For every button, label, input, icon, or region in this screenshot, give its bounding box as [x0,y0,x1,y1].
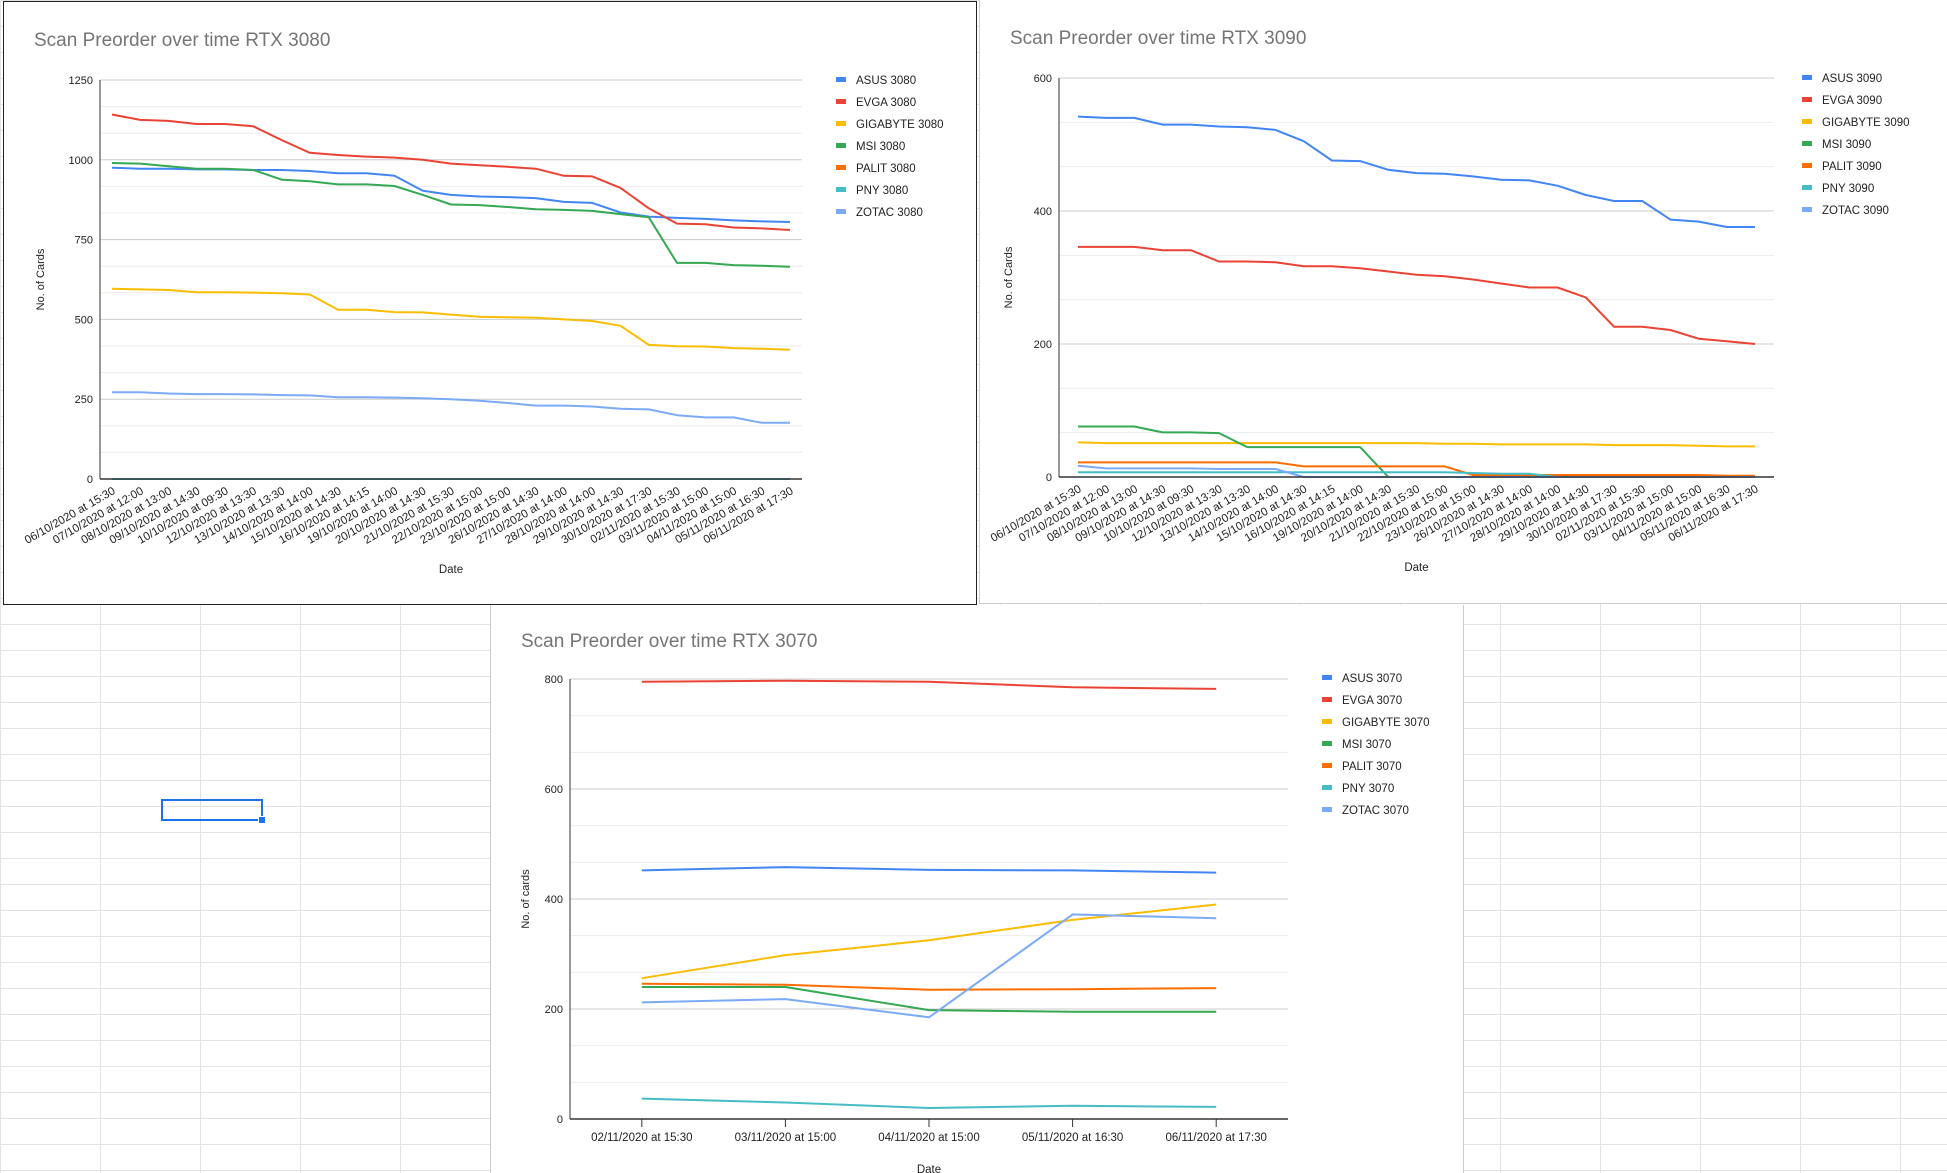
y-axis-title: No. of Cards [1003,246,1015,308]
legend-swatch [836,143,846,148]
legend-swatch [1322,807,1332,812]
y-tick-label: 200 [545,1004,563,1016]
series-line-gigabyte-3090 [1077,441,1755,448]
series-line-zotac-3070 [641,913,1217,1019]
y-tick-label: 1000 [69,155,93,167]
x-axis-title: Date [1404,562,1428,574]
legend-label: ASUS 3080 [856,75,916,87]
legend-label: PALIT 3080 [856,163,916,175]
legend-swatch [836,165,846,170]
legend-label: ZOTAC 3090 [1822,205,1889,217]
legend-label: GIGABYTE 3080 [856,119,944,131]
series-line-palit-3070 [641,982,1217,991]
y-tick-label: 0 [557,1114,563,1126]
legend-swatch [1322,763,1332,768]
legend-swatch [836,77,846,82]
series-line-palit-3090 [1078,461,1755,477]
chart-title: Scan Preorder over time RTX 3090 [1010,28,1307,49]
chart-title: Scan Preorder over time RTX 3080 [34,30,331,51]
legend-label: MSI 3080 [856,141,905,153]
y-tick-label: 0 [87,474,93,486]
legend-swatch [836,99,846,104]
legend-label: ASUS 3090 [1822,73,1882,85]
x-tick-label: 03/11/2020 at 15:00 [735,1132,836,1144]
chart-svg: 0 250 500 750 1000 1250 ASUS 3080 EVGA 3080 GIGA… [23,75,944,576]
legend-swatch [1802,75,1812,80]
legend-swatch [1802,185,1812,190]
chart-rtx-3090[interactable]: Scan Preorder over time RTX 3090 0 200 400… [979,0,1947,604]
series-line-asus-3090 [1077,115,1755,228]
x-tick-label: 02/11/2020 at 15:30 [591,1132,692,1144]
series-line-msi-3070 [641,986,1217,1013]
series-line-evga-3070 [641,679,1217,690]
legend-label: GIGABYTE 3070 [1342,717,1430,729]
y-tick-label: 800 [545,674,563,686]
legend-swatch [1802,119,1812,124]
chart-title: Scan Preorder over time RTX 3070 [521,631,818,652]
legend-swatch [836,121,846,126]
legend-label: PNY 3080 [856,185,908,197]
legend-swatch [836,209,846,214]
x-tick-label: 04/11/2020 at 15:00 [878,1132,979,1144]
y-tick-label: 400 [545,894,563,906]
y-tick-label: 1250 [69,75,93,87]
chart-rtx-3080[interactable]: Scan Preorder over time RTX 3080 0 250 500… [3,1,977,605]
series-line-asus-3080 [111,166,791,223]
legend-label: MSI 3090 [1822,139,1871,151]
legend-label: EVGA 3090 [1822,95,1882,107]
legend-label: EVGA 3080 [856,97,916,109]
legend-swatch [1322,785,1332,790]
legend-label: PALIT 3090 [1822,161,1882,173]
y-tick-label: 400 [1034,206,1052,218]
legend-swatch [1802,97,1812,102]
legend-label: GIGABYTE 3090 [1822,117,1910,129]
series-line-msi-3090 [1078,425,1755,478]
legend-label: PALIT 3070 [1342,761,1402,773]
legend-swatch [1802,163,1812,168]
legend-swatch [1802,207,1812,212]
y-tick-label: 600 [545,784,563,796]
legend-swatch [1322,697,1332,702]
y-axis-title: No. of cards [520,869,532,929]
x-tick-label: 05/11/2020 at 16:30 [1022,1132,1123,1144]
fill-handle[interactable] [258,816,266,824]
y-tick-label: 750 [75,235,93,247]
legend-label: ZOTAC 3070 [1342,805,1409,817]
y-tick-label: 250 [75,394,93,406]
x-axis-title: Date [917,1164,941,1173]
x-tick-label: 06/11/2020 at 17:30 [1165,1132,1266,1144]
y-tick-label: 500 [75,314,93,326]
legend-label: EVGA 3070 [1342,695,1402,707]
series-line-evga-3090 [1078,245,1756,345]
y-axis-title: No. of Cards [35,248,47,310]
chart-svg: 0 200 400 600 ASUS 3090 EVGA 3090 GIGABYTE 309… [989,73,1910,574]
y-tick-label: 600 [1034,73,1052,85]
series-line-msi-3080 [111,162,791,268]
series-line-zotac-3080 [112,391,790,424]
legend-swatch [1322,741,1332,746]
x-axis-title: Date [439,564,463,576]
legend-swatch [1322,719,1332,724]
series-line-asus-3070 [641,866,1217,874]
selected-cell[interactable] [161,799,263,821]
series-line-pny-3070 [641,1097,1217,1109]
y-tick-label: 0 [1046,472,1052,484]
legend-swatch [1322,675,1332,680]
chart-svg: 0 200 400 600 800 ASUS 3070 EVGA 3070 GIGABYTE … [520,673,1430,1173]
legend-label: PNY 3070 [1342,783,1394,795]
legend-label: PNY 3090 [1822,183,1874,195]
legend-label: MSI 3070 [1342,739,1391,751]
y-tick-label: 200 [1034,339,1052,351]
legend-label: ZOTAC 3080 [856,207,923,219]
chart-rtx-3070[interactable]: Scan Preorder over time RTX 3070 0 200 400… [490,605,1464,1173]
legend-swatch [836,187,846,192]
series-line-evga-3080 [111,113,791,231]
legend-swatch [1802,141,1812,146]
legend-label: ASUS 3070 [1342,673,1402,685]
series-line-gigabyte-3080 [111,287,791,351]
